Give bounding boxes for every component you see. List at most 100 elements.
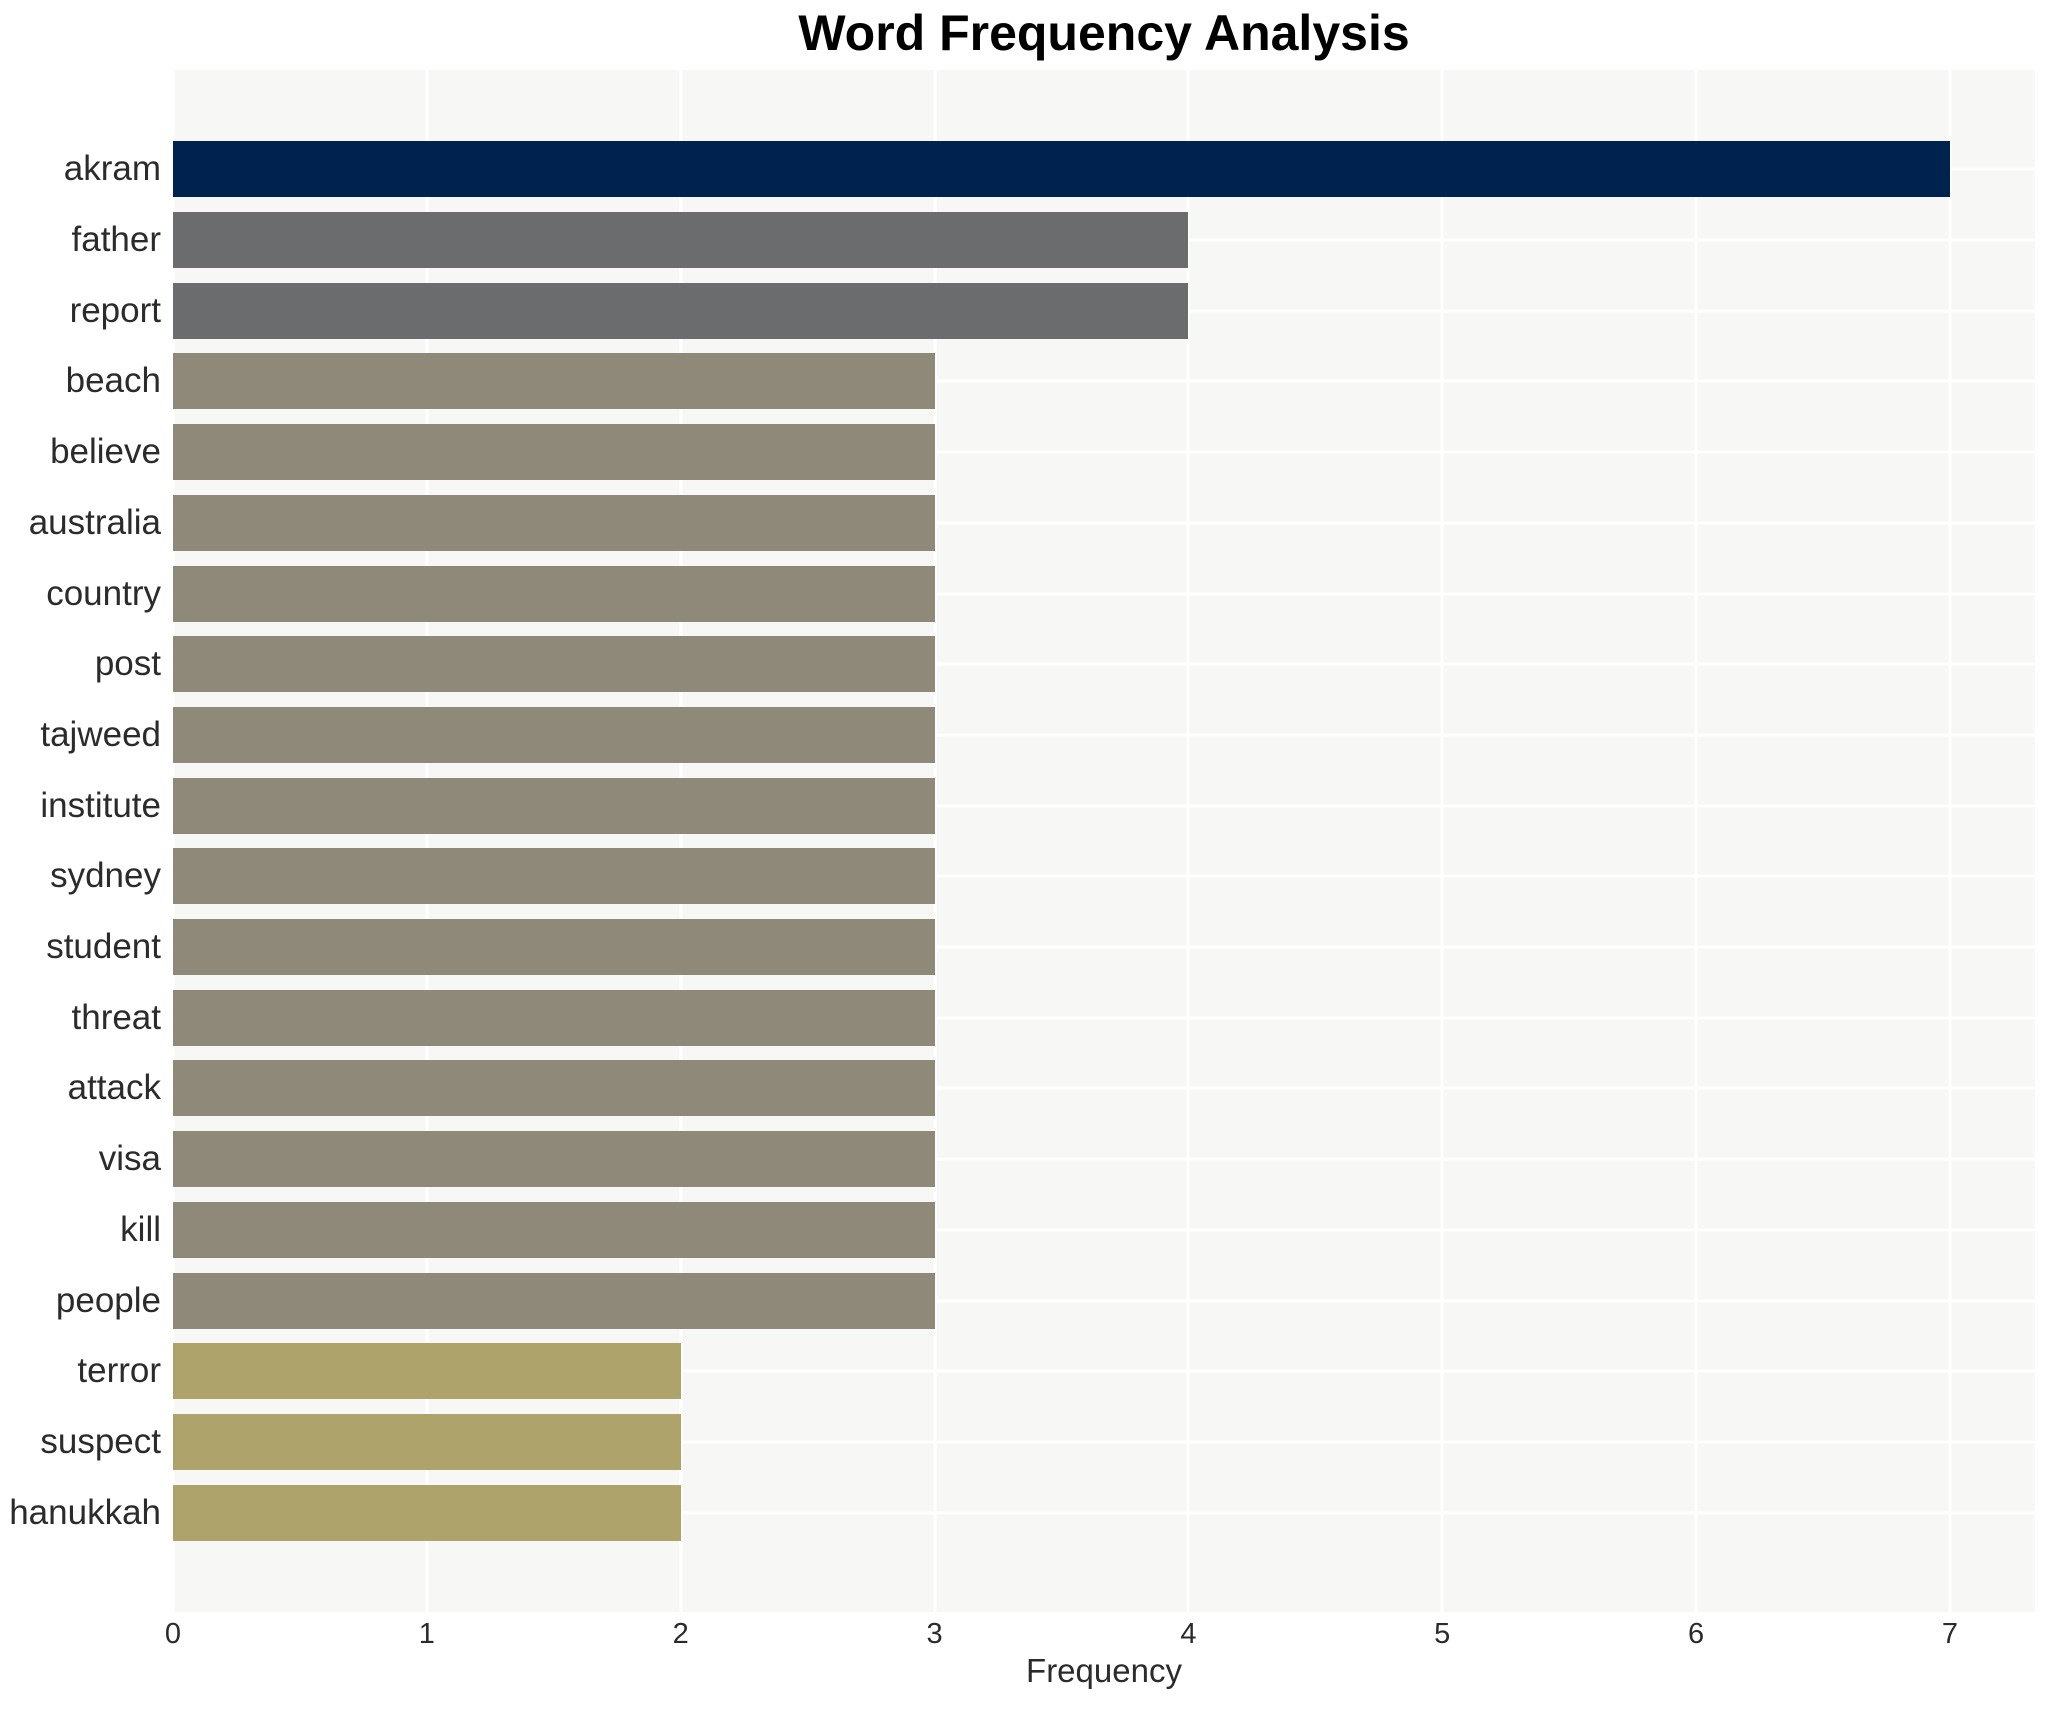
x-tick-label: 0 [164, 1618, 182, 1650]
bar-zone [173, 1407, 2035, 1478]
horizontal-gridline [173, 733, 2035, 737]
bar-rows: akram father report beach believe australia co… [0, 70, 2035, 1612]
bar-zone [173, 346, 2035, 417]
bar-row: kill [0, 1195, 2035, 1266]
bar-row: people [0, 1265, 2035, 1336]
y-axis-label: student [46, 927, 161, 967]
frequency-bar [173, 636, 935, 693]
chart-title: Word Frequency Analysis [798, 5, 1410, 61]
frequency-bar [173, 848, 935, 905]
bar-zone [173, 1336, 2035, 1407]
y-axis-label: institute [40, 785, 161, 825]
bar-zone [173, 275, 2035, 346]
vertical-gridline [171, 70, 175, 1612]
bar-zone [173, 982, 2035, 1053]
frequency-bar [173, 1272, 935, 1329]
y-axis-label: people [55, 1280, 161, 1320]
x-tick-label: 4 [1180, 1618, 1197, 1650]
x-tick-label: 7 [1941, 1618, 1959, 1650]
bar-row: student [0, 912, 2035, 983]
horizontal-gridline [173, 804, 2035, 808]
bar-row: country [0, 558, 2035, 629]
bar-zone [173, 134, 2035, 205]
horizontal-gridline [173, 1228, 2035, 1232]
frequency-bar [173, 1131, 935, 1188]
bar-zone [173, 770, 2035, 841]
x-axis-ticks: 0 1 2 3 4 5 6 7 [165, 1617, 2035, 1653]
y-axis-label: report [69, 290, 161, 330]
horizontal-gridline [173, 1511, 2035, 1515]
frequency-bar [173, 494, 935, 551]
frequency-bar [173, 353, 935, 410]
y-axis-label: father [71, 220, 162, 260]
x-tick-label: 1 [418, 1618, 435, 1650]
horizontal-gridline [173, 521, 2035, 525]
bar-zone [173, 1053, 2035, 1124]
bar-row: threat [0, 982, 2035, 1053]
frequency-bar [173, 1343, 681, 1400]
horizontal-gridline [173, 1369, 2035, 1373]
horizontal-gridline [173, 1440, 2035, 1444]
frequency-bar [173, 706, 935, 763]
y-axis-label: terror [77, 1351, 161, 1391]
bar-row: hanukkah [0, 1477, 2035, 1548]
bar-zone [173, 841, 2035, 912]
bar-row: akram [0, 134, 2035, 205]
frequency-bar [173, 1060, 935, 1117]
bar-zone [173, 488, 2035, 559]
frequency-bar [173, 777, 935, 834]
bar-row: australia [0, 488, 2035, 559]
x-tick-label: 6 [1688, 1618, 1705, 1650]
vertical-gridline [933, 70, 937, 1612]
vertical-gridline [679, 70, 683, 1612]
x-tick-label: 3 [926, 1618, 943, 1650]
frequency-bar [173, 989, 935, 1046]
bar-row: visa [0, 1124, 2035, 1195]
bar-zone [173, 558, 2035, 629]
bar-zone [173, 1265, 2035, 1336]
bar-row: father [0, 205, 2035, 276]
horizontal-gridline [173, 874, 2035, 878]
frequency-bar [173, 919, 935, 976]
y-axis-label: akram [63, 149, 161, 189]
x-tick-label: 5 [1434, 1618, 1451, 1650]
y-axis-label: kill [120, 1209, 161, 1249]
x-axis-label: Frequency [1026, 1652, 1182, 1689]
horizontal-gridline [173, 1016, 2035, 1020]
y-axis-label: post [94, 644, 161, 684]
horizontal-gridline [173, 662, 2035, 666]
horizontal-gridline [173, 379, 2035, 383]
vertical-gridline [425, 70, 429, 1612]
y-axis-label: believe [50, 432, 161, 472]
y-axis-label: visa [98, 1139, 161, 1179]
frequency-bar [173, 141, 1950, 198]
y-axis-label: country [46, 573, 161, 613]
vertical-gridline [1440, 70, 1444, 1612]
y-axis-label: tajweed [40, 714, 161, 754]
vertical-gridline [1186, 70, 1190, 1612]
bar-row: report [0, 275, 2035, 346]
frequency-bar [173, 212, 1189, 269]
bar-zone [173, 1195, 2035, 1266]
y-axis-label: australia [28, 502, 161, 542]
horizontal-gridline [173, 450, 2035, 454]
y-axis-label: threat [71, 997, 162, 1037]
bar-zone [173, 417, 2035, 488]
y-axis-label: beach [65, 361, 161, 401]
y-axis-label: sydney [50, 856, 161, 896]
vertical-gridline [1948, 70, 1952, 1612]
horizontal-gridline [173, 1157, 2035, 1161]
bar-zone [173, 205, 2035, 276]
horizontal-gridline [173, 1086, 2035, 1090]
frequency-bar [173, 1414, 681, 1470]
bar-zone [173, 912, 2035, 983]
frequency-bar [173, 424, 935, 481]
horizontal-gridline [173, 945, 2035, 949]
bar-zone [173, 629, 2035, 700]
y-axis-label: suspect [40, 1422, 161, 1461]
vertical-gridline [1694, 70, 1698, 1612]
bar-row: attack [0, 1053, 2035, 1124]
bar-row: sydney [0, 841, 2035, 912]
horizontal-gridline [173, 1299, 2035, 1303]
